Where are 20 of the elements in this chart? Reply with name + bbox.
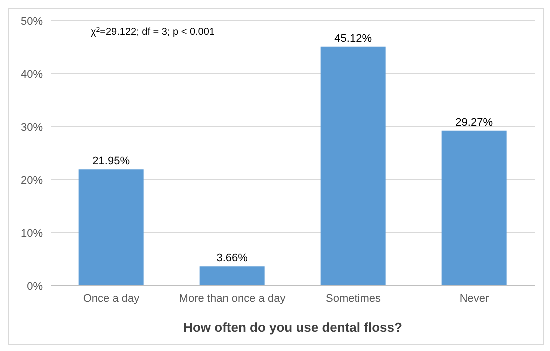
y-tick-label: 20% — [20, 174, 44, 187]
annotation: χ$^{2}$=29.122; df = 3; p < 0.001 — [91, 26, 216, 38]
x-tick-label: Never — [460, 292, 490, 305]
y-tick-label: 30% — [20, 122, 44, 134]
x-tick-label: More than once a day — [179, 292, 286, 305]
bar — [78, 170, 144, 286]
y-tick-label: 10% — [20, 228, 44, 240]
x-tick-label: Once a day — [83, 292, 140, 305]
bar — [200, 266, 265, 286]
y-tick-label: 50% — [20, 16, 44, 28]
x-tick-label: Sometimes — [326, 292, 382, 305]
data-label: 3.66% — [216, 252, 248, 265]
data-label: 45.12% — [334, 32, 372, 45]
x-axis-title: How often do you use dental floss? — [184, 320, 402, 335]
bar — [320, 46, 386, 286]
data-label: 29.27% — [456, 116, 494, 129]
data-label: 21.95% — [92, 156, 130, 168]
bar — [442, 130, 507, 286]
y-tick-label: 0% — [27, 280, 44, 293]
y-tick-label: 40% — [20, 68, 44, 81]
